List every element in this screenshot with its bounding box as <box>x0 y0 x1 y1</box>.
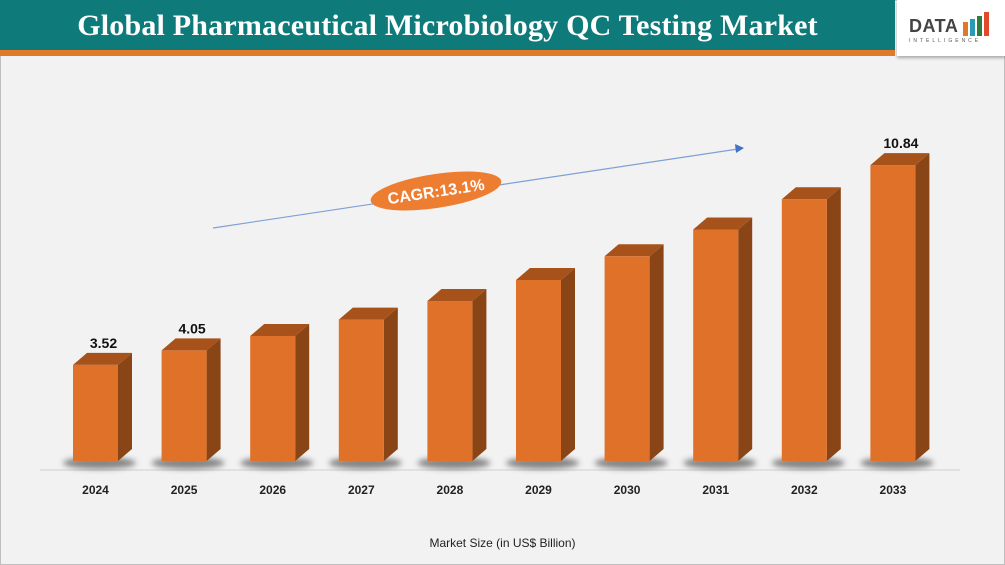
x-tick-label: 2027 <box>348 483 375 497</box>
bar-2031 <box>693 229 739 461</box>
bar-2033 <box>870 165 916 461</box>
bar-2030 <box>604 256 650 461</box>
x-tick-label: 2031 <box>702 483 729 497</box>
bar-top <box>250 323 310 336</box>
cagr-badge <box>370 171 502 211</box>
chart-title: Global Pharmaceutical Microbiology QC Te… <box>77 9 818 42</box>
data-label: 3.52 <box>90 335 117 351</box>
x-tick-label: 2032 <box>791 483 818 497</box>
bar-2024 <box>73 364 118 461</box>
title-bar: Global Pharmaceutical Microbiology QC Te… <box>0 0 895 56</box>
bar-2027 <box>338 319 384 461</box>
bar-2025 <box>161 350 207 461</box>
bar-side <box>383 307 398 461</box>
bar-side <box>649 244 664 461</box>
logo-bars-icon <box>963 12 989 36</box>
x-axis-title: Market Size (in US$ Billion) <box>429 536 576 550</box>
x-tick-label: 2029 <box>525 483 552 497</box>
bar-top <box>427 289 487 302</box>
bar-side <box>826 187 841 461</box>
bar-2032 <box>781 199 827 461</box>
bar-top <box>693 217 753 230</box>
bar-top <box>161 338 221 351</box>
logo: DATA INTELLIGENCE <box>897 0 1005 56</box>
bar-2029 <box>516 280 561 461</box>
bar-side <box>295 323 310 461</box>
x-tick-label: 2026 <box>259 483 286 497</box>
x-tick-label: 2028 <box>437 483 464 497</box>
logo-subtext: INTELLIGENCE <box>909 38 982 44</box>
bar-side <box>738 217 753 461</box>
bar-top <box>604 244 664 257</box>
data-label: 4.05 <box>178 320 205 336</box>
x-tick-label: 2024 <box>82 483 109 497</box>
bar-top <box>870 153 930 166</box>
x-tick-label: 2025 <box>171 483 198 497</box>
bar-2028 <box>427 301 473 461</box>
bar-top <box>338 307 398 320</box>
bar-side <box>915 153 930 461</box>
cagr-arrow-head <box>735 144 744 153</box>
bar-side <box>118 352 132 461</box>
x-tick-label: 2033 <box>880 483 907 497</box>
x-tick-label: 2030 <box>614 483 641 497</box>
bar-top <box>781 187 841 200</box>
bar-top <box>516 268 575 281</box>
bar-2026 <box>250 335 296 461</box>
bar-side <box>472 289 487 461</box>
bar-side <box>206 338 221 461</box>
logo-text: DATA <box>909 16 959 36</box>
data-label: 10.84 <box>883 135 918 151</box>
bar-top <box>73 352 132 365</box>
bar-side <box>561 268 575 461</box>
